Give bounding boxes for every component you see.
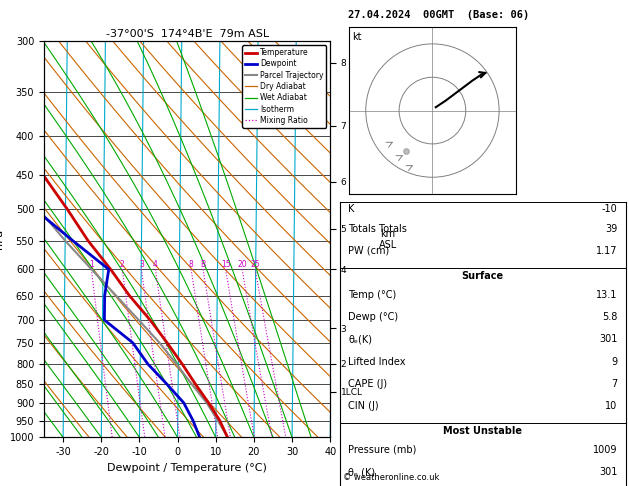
Text: 5.8: 5.8 — [602, 312, 617, 322]
Text: 1.17: 1.17 — [596, 246, 617, 256]
Text: Pressure (mb): Pressure (mb) — [348, 445, 416, 455]
Text: K: K — [348, 205, 355, 214]
Text: 8: 8 — [189, 260, 194, 269]
Text: 1009: 1009 — [593, 445, 617, 455]
Text: PW (cm): PW (cm) — [348, 246, 389, 256]
X-axis label: Dewpoint / Temperature (°C): Dewpoint / Temperature (°C) — [107, 463, 267, 473]
Y-axis label: hPa: hPa — [0, 229, 4, 249]
Text: Lifted Index: Lifted Index — [348, 357, 406, 366]
Text: kt: kt — [352, 32, 362, 42]
Text: -10: -10 — [601, 205, 617, 214]
Text: 15: 15 — [221, 260, 230, 269]
Text: Surface: Surface — [462, 271, 504, 281]
Text: 3: 3 — [139, 260, 144, 269]
Text: CAPE (J): CAPE (J) — [348, 379, 387, 389]
Text: 27.04.2024  00GMT  (Base: 06): 27.04.2024 00GMT (Base: 06) — [348, 10, 529, 20]
Text: 301: 301 — [599, 334, 617, 345]
Text: Temp (°C): Temp (°C) — [348, 290, 396, 300]
Text: 13.1: 13.1 — [596, 290, 617, 300]
Text: © weatheronline.co.uk: © weatheronline.co.uk — [343, 473, 439, 482]
Text: 2: 2 — [120, 260, 125, 269]
Text: Totals Totals: Totals Totals — [348, 224, 407, 234]
Text: 9: 9 — [611, 357, 617, 366]
Text: 20: 20 — [237, 260, 247, 269]
Legend: Temperature, Dewpoint, Parcel Trajectory, Dry Adiabat, Wet Adiabat, Isotherm, Mi: Temperature, Dewpoint, Parcel Trajectory… — [242, 45, 326, 128]
Text: 301: 301 — [599, 467, 617, 477]
Text: CIN (J): CIN (J) — [348, 401, 379, 411]
Text: θₑ (K): θₑ (K) — [348, 467, 376, 477]
Text: 39: 39 — [605, 224, 617, 234]
Text: 4: 4 — [153, 260, 158, 269]
Text: 1: 1 — [89, 260, 94, 269]
Text: θₑ(K): θₑ(K) — [348, 334, 372, 345]
Title: -37°00'S  174°4B'E  79m ASL: -37°00'S 174°4B'E 79m ASL — [106, 29, 269, 39]
Text: 7: 7 — [611, 379, 617, 389]
Text: Most Unstable: Most Unstable — [443, 426, 522, 435]
Text: B: B — [201, 260, 206, 269]
Text: 25: 25 — [250, 260, 260, 269]
Text: Dewp (°C): Dewp (°C) — [348, 312, 398, 322]
Y-axis label: km
ASL: km ASL — [379, 228, 397, 250]
Text: 10: 10 — [605, 401, 617, 411]
